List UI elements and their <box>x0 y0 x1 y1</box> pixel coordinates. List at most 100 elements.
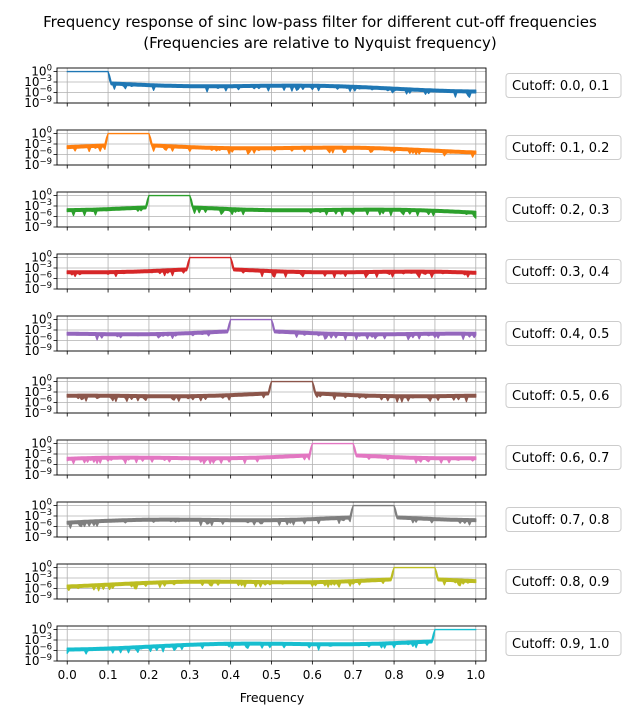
series-line <box>66 318 477 341</box>
x-tick-label: 0.8 <box>385 668 404 682</box>
y-tick-label: 10−3 <box>24 322 52 337</box>
y-tick-label: 10−9 <box>24 343 52 358</box>
legend: Cutoff: 0.1, 0.2 <box>505 135 622 160</box>
legend-box <box>505 197 622 222</box>
legend-box <box>505 383 622 408</box>
series-line <box>66 442 477 465</box>
legend-box <box>505 445 622 470</box>
chart-title: Frequency response of sinc low-pass filt… <box>43 13 597 31</box>
legend: Cutoff: 0.2, 0.3 <box>505 197 622 222</box>
y-tick-label: 10−3 <box>24 446 52 461</box>
series-line <box>66 566 477 592</box>
series-line <box>66 70 477 98</box>
y-tick-label: 10−6 <box>24 85 52 100</box>
y-tick-label: 10−6 <box>24 271 52 286</box>
legend: Cutoff: 0.4, 0.5 <box>505 321 622 346</box>
legend-box <box>505 259 622 284</box>
y-tick-label: 10−9 <box>24 157 52 172</box>
y-tick-label: 100 <box>31 126 52 141</box>
y-tick-label: 100 <box>31 312 52 327</box>
y-tick-label: 10−6 <box>24 581 52 596</box>
legend-box <box>505 631 622 656</box>
series-line <box>66 256 477 279</box>
series-line <box>66 132 477 158</box>
legend-entry: Cutoff: 0.7, 0.8 <box>512 513 609 528</box>
y-tick-label: 100 <box>31 64 52 79</box>
legend: Cutoff: 0.0, 0.1 <box>505 73 622 98</box>
legend-box <box>505 135 622 160</box>
y-tick-label: 10−6 <box>24 333 52 348</box>
y-tick-label: 10−6 <box>24 457 52 472</box>
y-tick-label: 10−3 <box>24 508 52 523</box>
y-tick-label: 10−9 <box>24 405 52 420</box>
legend: Cutoff: 0.3, 0.4 <box>505 259 622 284</box>
legend-box <box>505 569 622 594</box>
chart-subtitle: (Frequencies are relative to Nyquist fre… <box>143 34 497 52</box>
legend-entry: Cutoff: 0.1, 0.2 <box>512 141 609 156</box>
y-tick-label: 10−3 <box>24 260 52 275</box>
legend-entry: Cutoff: 0.3, 0.4 <box>512 265 609 280</box>
x-tick-label: 0.5 <box>262 668 281 682</box>
legend: Cutoff: 0.7, 0.8 <box>505 507 622 532</box>
legend: Cutoff: 0.5, 0.6 <box>505 383 622 408</box>
series-line <box>66 380 477 403</box>
y-tick-label: 100 <box>31 250 52 265</box>
x-tick-label: 0.4 <box>221 668 240 682</box>
legend-entry: Cutoff: 0.0, 0.1 <box>512 79 609 94</box>
legend-entry: Cutoff: 0.2, 0.3 <box>512 203 609 218</box>
y-tick-label: 100 <box>31 498 52 513</box>
y-tick-label: 10−6 <box>24 519 52 534</box>
y-tick-label: 10−6 <box>24 643 52 658</box>
y-tick-label: 10−6 <box>24 147 52 162</box>
y-tick-label: 10−3 <box>24 570 52 585</box>
x-axis-label: Frequency <box>240 690 305 705</box>
legend-entry: Cutoff: 0.8, 0.9 <box>512 575 609 590</box>
y-tick-label: 10−9 <box>24 467 52 482</box>
y-tick-label: 10−3 <box>24 632 52 647</box>
y-tick-label: 10−3 <box>24 198 52 213</box>
y-tick-label: 100 <box>31 374 52 389</box>
legend-box <box>505 73 622 98</box>
y-tick-label: 100 <box>31 560 52 575</box>
y-tick-label: 10−3 <box>24 136 52 151</box>
legend-entry: Cutoff: 0.5, 0.6 <box>512 389 609 404</box>
x-tick-label: 0.0 <box>58 668 77 682</box>
x-tick-label: 0.3 <box>180 668 199 682</box>
x-tick-label: 0.6 <box>303 668 322 682</box>
y-tick-label: 10−9 <box>24 591 52 606</box>
y-tick-label: 10−6 <box>24 209 52 224</box>
legend-box <box>505 507 622 532</box>
y-tick-label: 10−9 <box>24 95 52 110</box>
x-tick-label: 0.1 <box>99 668 118 682</box>
y-tick-label: 100 <box>31 622 52 637</box>
legend: Cutoff: 0.8, 0.9 <box>505 569 622 594</box>
y-tick-label: 100 <box>31 188 52 203</box>
legend-entry: Cutoff: 0.4, 0.5 <box>512 327 609 342</box>
x-tick-label: 0.9 <box>425 668 444 682</box>
legend-entry: Cutoff: 0.9, 1.0 <box>512 637 609 652</box>
y-tick-label: 10−6 <box>24 395 52 410</box>
series-line <box>66 504 477 529</box>
y-tick-label: 10−3 <box>24 384 52 399</box>
y-tick-label: 10−3 <box>24 74 52 89</box>
legend: Cutoff: 0.9, 1.0 <box>505 631 622 656</box>
series-line <box>66 628 477 655</box>
legend-box <box>505 321 622 346</box>
y-tick-label: 100 <box>31 436 52 451</box>
legend: Cutoff: 0.6, 0.7 <box>505 445 622 470</box>
x-tick-label: 1.0 <box>466 668 485 682</box>
y-tick-label: 10−9 <box>24 219 52 234</box>
series-line <box>66 194 477 219</box>
